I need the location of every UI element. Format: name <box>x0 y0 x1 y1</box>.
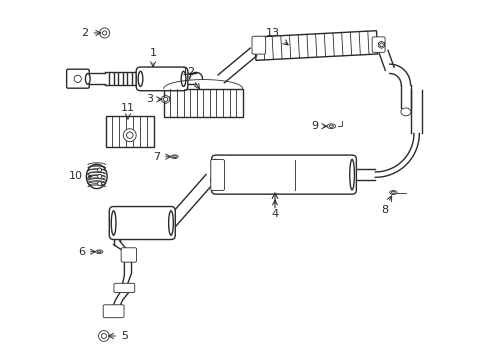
Circle shape <box>98 175 102 179</box>
FancyBboxPatch shape <box>66 69 89 88</box>
Ellipse shape <box>168 211 173 235</box>
FancyBboxPatch shape <box>211 155 356 194</box>
FancyBboxPatch shape <box>121 248 136 262</box>
Text: 6: 6 <box>78 247 95 257</box>
Polygon shape <box>105 116 154 147</box>
Ellipse shape <box>349 159 354 190</box>
Text: 12: 12 <box>182 67 199 89</box>
Circle shape <box>123 129 136 141</box>
Ellipse shape <box>326 124 335 129</box>
Ellipse shape <box>391 192 394 194</box>
FancyBboxPatch shape <box>103 305 124 318</box>
Circle shape <box>98 168 102 172</box>
Circle shape <box>74 75 81 82</box>
Polygon shape <box>254 31 377 60</box>
FancyBboxPatch shape <box>251 36 265 54</box>
Ellipse shape <box>171 155 178 158</box>
Circle shape <box>99 330 109 341</box>
FancyBboxPatch shape <box>109 207 175 239</box>
FancyBboxPatch shape <box>114 283 135 293</box>
Circle shape <box>379 43 383 46</box>
Text: 9: 9 <box>310 121 326 131</box>
Ellipse shape <box>97 251 101 253</box>
Circle shape <box>98 181 102 185</box>
Text: 5: 5 <box>108 331 127 341</box>
Circle shape <box>163 97 167 102</box>
FancyBboxPatch shape <box>136 67 187 91</box>
Text: 7: 7 <box>153 152 170 162</box>
Ellipse shape <box>111 211 116 235</box>
Circle shape <box>102 31 106 35</box>
Text: 4: 4 <box>271 200 278 219</box>
FancyBboxPatch shape <box>371 37 384 52</box>
Ellipse shape <box>96 250 102 253</box>
Circle shape <box>101 333 106 338</box>
Text: 13: 13 <box>265 28 287 45</box>
Circle shape <box>100 28 109 38</box>
Text: 1: 1 <box>149 48 156 67</box>
Text: 8: 8 <box>380 196 391 216</box>
Ellipse shape <box>85 73 90 84</box>
Ellipse shape <box>213 159 218 190</box>
Ellipse shape <box>400 108 410 116</box>
Ellipse shape <box>172 156 176 158</box>
Ellipse shape <box>181 71 185 86</box>
Ellipse shape <box>86 164 107 189</box>
Text: 3: 3 <box>146 94 162 104</box>
Circle shape <box>126 132 133 138</box>
Text: 10: 10 <box>69 171 92 181</box>
Text: 11: 11 <box>121 103 135 119</box>
Polygon shape <box>163 89 242 117</box>
Ellipse shape <box>389 190 396 194</box>
Ellipse shape <box>138 71 142 86</box>
FancyBboxPatch shape <box>210 159 224 190</box>
Text: 2: 2 <box>81 28 101 38</box>
Ellipse shape <box>328 125 333 127</box>
